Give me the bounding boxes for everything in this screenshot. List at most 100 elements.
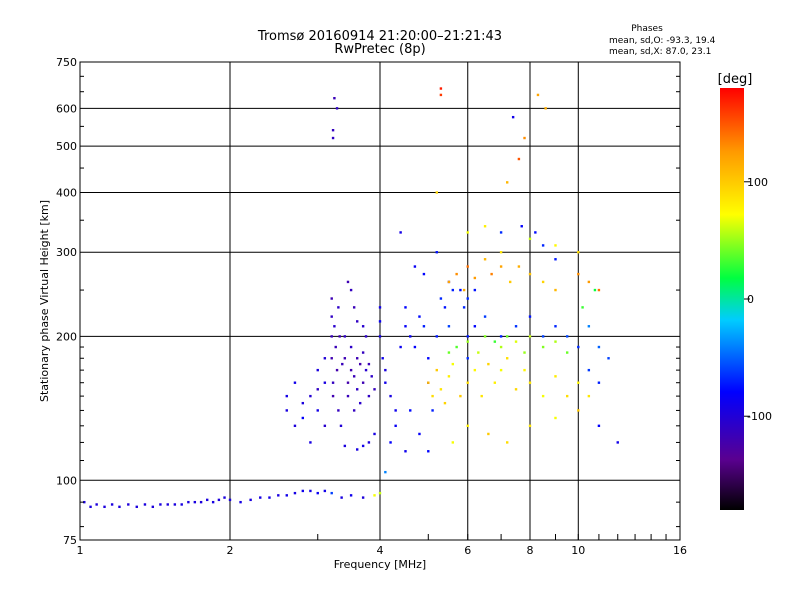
- data-point: [309, 489, 312, 493]
- data-point: [301, 401, 305, 405]
- data-point: [483, 225, 487, 228]
- data-point: [587, 280, 591, 284]
- data-point: [394, 409, 397, 412]
- data-point: [355, 448, 359, 451]
- data-point: [268, 496, 271, 499]
- x-tick-label: 16: [673, 544, 687, 557]
- data-point: [343, 444, 347, 448]
- data-point: [223, 496, 226, 499]
- data-point: [404, 306, 407, 309]
- data-point: [361, 381, 365, 384]
- data-point: [193, 500, 197, 504]
- data-point: [323, 381, 327, 384]
- data-point: [422, 325, 426, 328]
- data-point: [528, 272, 532, 276]
- data-point: [473, 368, 477, 372]
- data-point: [404, 325, 407, 328]
- data-point: [541, 280, 545, 284]
- data-point: [346, 381, 350, 384]
- data-point: [541, 345, 545, 349]
- scatter-points: [83, 87, 619, 509]
- data-point: [435, 251, 438, 254]
- data-point: [335, 368, 339, 372]
- data-point: [409, 335, 412, 338]
- data-point: [373, 388, 376, 391]
- data-point: [565, 394, 569, 398]
- data-point: [577, 345, 580, 349]
- data-point: [447, 375, 451, 378]
- data-point: [499, 231, 503, 234]
- data-point: [528, 424, 532, 428]
- data-point: [587, 325, 591, 328]
- data-point: [370, 375, 373, 378]
- data-point: [462, 306, 466, 309]
- data-point: [83, 500, 86, 504]
- data-point: [439, 93, 443, 97]
- data-point: [340, 496, 343, 499]
- data-point: [394, 424, 397, 428]
- data-point: [466, 335, 469, 338]
- data-point: [466, 265, 469, 268]
- data-point: [337, 306, 340, 309]
- data-point: [554, 244, 557, 247]
- data-point: [399, 231, 402, 234]
- y-tick-label: 200: [56, 330, 77, 343]
- data-point: [349, 494, 353, 497]
- data-point: [384, 381, 387, 384]
- data-point: [373, 432, 376, 436]
- data-point: [301, 489, 305, 493]
- data-point: [431, 394, 434, 398]
- data-point: [135, 505, 138, 509]
- data-point: [358, 401, 362, 405]
- y-axis: 75 100 200 300 400 500 600 750: [56, 56, 680, 547]
- data-point: [505, 335, 509, 338]
- x-tick-label: 1: [77, 544, 84, 557]
- data-point: [285, 394, 288, 398]
- y-tick-label: 500: [56, 140, 77, 153]
- data-point: [103, 505, 106, 509]
- colorbar: [deg] 100 0 -100: [718, 72, 772, 510]
- data-point: [505, 441, 509, 444]
- data-point: [378, 335, 382, 338]
- data-point: [514, 388, 518, 391]
- x-tick-label: 2: [227, 544, 234, 557]
- data-point: [483, 335, 487, 338]
- data-point: [418, 432, 421, 436]
- data-point: [334, 345, 337, 349]
- data-point: [477, 351, 480, 354]
- data-point: [331, 128, 335, 132]
- data-point: [528, 315, 532, 318]
- data-point: [358, 362, 362, 366]
- data-point: [447, 351, 451, 354]
- data-point: [451, 441, 455, 444]
- data-point: [523, 136, 526, 140]
- data-point: [523, 368, 526, 372]
- data-point: [499, 335, 503, 338]
- data-point: [593, 288, 597, 292]
- data-point: [285, 494, 288, 497]
- x-axis-label: Frequency [MHz]: [334, 558, 426, 571]
- data-point: [439, 87, 443, 90]
- data-point: [143, 503, 147, 506]
- x-tick-label: 6: [464, 544, 471, 557]
- data-point: [361, 444, 365, 448]
- data-point: [466, 297, 469, 300]
- data-point: [249, 498, 252, 502]
- data-point: [361, 351, 365, 354]
- data-point: [443, 401, 447, 405]
- x-tick-label: 10: [571, 544, 585, 557]
- data-point: [381, 357, 384, 360]
- data-point: [367, 441, 371, 444]
- data-point: [523, 351, 526, 354]
- data-point: [499, 368, 503, 372]
- chart-title: Tromsø 20160914 21:20:00–21:21:43: [257, 29, 502, 44]
- data-point: [217, 498, 221, 502]
- data-point: [413, 265, 417, 268]
- data-point: [95, 503, 98, 506]
- data-point: [534, 231, 537, 234]
- data-point: [333, 325, 336, 328]
- phases-box: Phases mean, sd,O: -93.3, 19.4 mean, sd,…: [609, 24, 716, 57]
- data-point: [301, 416, 305, 420]
- colorbar-ticks: 100 0 -100: [744, 176, 772, 423]
